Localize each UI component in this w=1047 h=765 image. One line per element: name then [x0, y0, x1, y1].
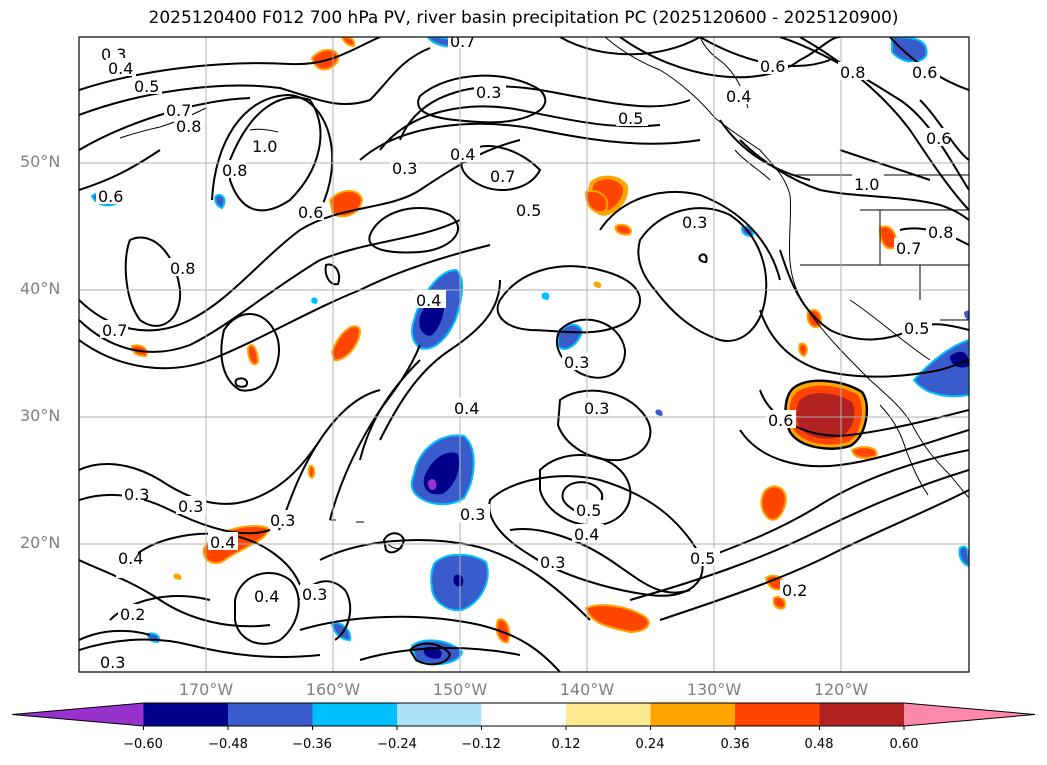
- contour-label: 0.4: [210, 533, 235, 552]
- contour-label: 0.3: [460, 505, 485, 524]
- lat-label: 50°N: [20, 152, 61, 171]
- colorbar-segment: [819, 703, 905, 726]
- lon-label: 150°W: [432, 680, 488, 699]
- contour-label: 0.7: [102, 321, 127, 340]
- contour-label: 0.3: [302, 585, 327, 604]
- contour-label: 0.4: [454, 399, 479, 418]
- lon-label: 140°W: [559, 680, 615, 699]
- contour-label: 0.3: [392, 159, 417, 178]
- contour-label: 0.2: [120, 605, 145, 624]
- contour-label: 0.7: [166, 101, 191, 120]
- contour-label: 0.3: [584, 399, 609, 418]
- lon-label: 170°W: [178, 680, 234, 699]
- contour-label: 0.6: [98, 187, 123, 206]
- contour-label: 0.6: [912, 63, 937, 82]
- colorbar-tick-label: 0.12: [551, 737, 581, 752]
- contour-label: 0.5: [134, 77, 159, 96]
- contour-label: 0.8: [222, 161, 247, 180]
- contour-label: 0.4: [118, 549, 143, 568]
- colorbar-segment: [228, 703, 313, 726]
- lon-label: 160°W: [305, 680, 361, 699]
- contour-label: 0.8: [840, 63, 865, 82]
- colorbar-extend-min: [12, 703, 144, 726]
- precip-anomalies: [90, 37, 969, 666]
- coastlines: [119, 37, 969, 550]
- contour-label: 0.6: [768, 411, 793, 430]
- colorbar-tick-label: 0.48: [804, 737, 834, 752]
- contour-label: 0.4: [726, 87, 751, 106]
- colorbar-tick-label: 0.36: [720, 737, 750, 752]
- colorbar-segment: [735, 703, 820, 726]
- gridlines: [79, 37, 969, 672]
- colorbar-tick-label: 0.60: [889, 737, 919, 752]
- colorbar: [11, 702, 1036, 730]
- colorbar-segment: [312, 703, 398, 726]
- colorbar-tick-label: −0.12: [461, 737, 501, 752]
- contour-label: 0.3: [540, 553, 565, 572]
- contour-label: 0.3: [270, 511, 295, 530]
- colorbar-extend-max: [904, 703, 1035, 726]
- contour-label: 1.0: [854, 175, 879, 194]
- contour-label: 0.3: [564, 353, 589, 372]
- contour-labels: 0.3 0.4 0.5 0.7 0.8 1.0 0.8 0.6 0.6 0.8 …: [96, 32, 956, 672]
- contour-label: 0.3: [124, 485, 149, 504]
- contour-label: 0.4: [450, 145, 475, 164]
- colorbar-segment: [397, 703, 482, 726]
- colorbar-tick-label: −0.36: [292, 737, 332, 752]
- contour-label: 0.8: [928, 223, 953, 242]
- lat-label: 20°N: [20, 533, 61, 552]
- contour-label: 0.7: [896, 239, 921, 258]
- contour-label: 0.5: [690, 549, 715, 568]
- contour-label: 0.4: [416, 291, 441, 310]
- lon-label: 130°W: [686, 680, 742, 699]
- contour-label: 0.3: [178, 497, 203, 516]
- lat-label: 40°N: [20, 279, 61, 298]
- contour-label: 0.5: [516, 201, 541, 220]
- contour-label: 0.3: [682, 213, 707, 232]
- contour-label: 0.8: [176, 117, 201, 136]
- lat-label: 30°N: [20, 406, 61, 425]
- contour-label: 0.5: [576, 501, 601, 520]
- lon-label: 120°W: [813, 680, 869, 699]
- colorbar-segment: [566, 703, 651, 726]
- contour-label: 0.2: [782, 581, 807, 600]
- colorbar-segment: [481, 703, 567, 726]
- colorbar-segment: [143, 703, 229, 726]
- map-frame: [78, 36, 970, 673]
- colorbar-segment: [650, 703, 736, 726]
- contour-label: 0.7: [490, 167, 515, 186]
- contour-label: 0.6: [298, 203, 323, 222]
- contour-label: 0.3: [100, 653, 125, 672]
- contour-label: 0.5: [618, 109, 643, 128]
- colorbar-tick-label: −0.48: [208, 737, 248, 752]
- contour-label: 0.4: [574, 525, 599, 544]
- contour-label: 0.8: [170, 259, 195, 278]
- contour-label: 0.5: [904, 319, 929, 338]
- contour-label: 0.4: [254, 587, 279, 606]
- colorbar-tick-label: 0.24: [635, 737, 665, 752]
- colorbar-tick-label: −0.24: [377, 737, 417, 752]
- map-panel: 0.3 0.4 0.5 0.7 0.8 1.0 0.8 0.6 0.6 0.8 …: [79, 32, 969, 672]
- contour-label: 0.4: [108, 59, 133, 78]
- map-title: 2025120400 F012 700 hPa PV, river basin …: [148, 8, 899, 28]
- colorbar-tick-label: −0.60: [123, 737, 163, 752]
- contour-label: 0.6: [760, 57, 785, 76]
- contour-label: 0.3: [476, 83, 501, 102]
- pv-contours: [79, 37, 969, 672]
- contour-label: 1.0: [252, 137, 277, 156]
- contour-label: 0.7: [450, 32, 475, 51]
- contour-label: 0.6: [926, 129, 951, 148]
